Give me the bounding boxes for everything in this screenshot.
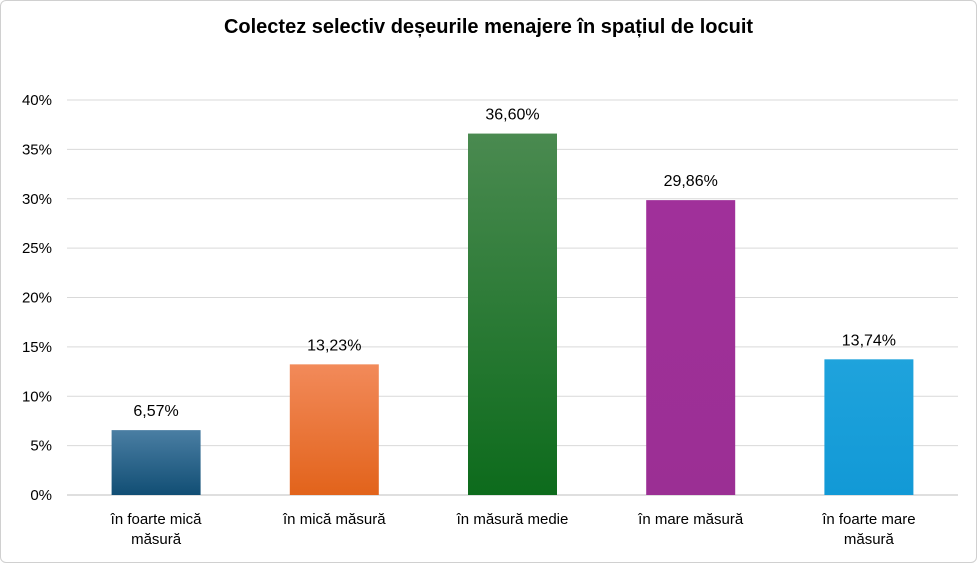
bars [111, 133, 914, 495]
bar [111, 430, 201, 495]
data-labels: 6,57% 13,23% 36,60% 29,86% 13,74% [133, 107, 896, 421]
bar [289, 364, 379, 495]
data-label: 13,74% [842, 332, 896, 349]
y-tick-label: 25% [22, 240, 52, 257]
bar [468, 133, 557, 495]
x-axis-categories: în foarte mică măsură în mică măsură în măs… [110, 511, 916, 548]
data-label: 36,60% [485, 107, 539, 124]
category-label: în măsură medie [456, 511, 569, 528]
bar [646, 200, 736, 495]
category-label: în foarte mică măsură [110, 511, 203, 548]
data-label: 29,86% [664, 173, 718, 190]
y-tick-label: 0% [30, 487, 52, 504]
category-label: în mică măsură [282, 511, 386, 528]
y-tick-label: 10% [22, 388, 52, 405]
data-label: 6,57% [133, 403, 178, 420]
y-tick-label: 20% [22, 290, 52, 307]
bar [824, 359, 914, 495]
y-axis-ticks: 0% 5% 10% 15% 20% 25% 30% 35% 40% [22, 92, 52, 504]
y-tick-label: 35% [22, 141, 52, 158]
category-label: în mare măsură [637, 511, 744, 528]
y-tick-label: 30% [22, 191, 52, 208]
category-label: în foarte mare măsură [821, 511, 915, 548]
y-tick-label: 15% [22, 339, 52, 356]
chart-title: Colectez selectiv deșeurile menajere în … [223, 16, 754, 38]
data-label: 13,23% [307, 337, 361, 354]
y-tick-label: 40% [22, 92, 52, 109]
y-tick-label: 5% [30, 438, 52, 455]
